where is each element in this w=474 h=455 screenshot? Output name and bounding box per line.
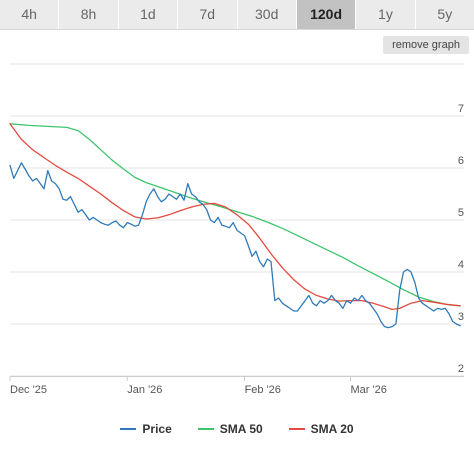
y-tick-label: 6	[458, 155, 464, 167]
range-button-1y[interactable]: 1y	[356, 0, 416, 29]
legend-item-sma-20[interactable]: SMA 20	[288, 420, 354, 438]
legend-label: SMA 50	[219, 422, 263, 436]
y-tick-label: 7	[458, 103, 464, 115]
range-button-4h[interactable]: 4h	[0, 0, 60, 29]
range-button-8h[interactable]: 8h	[59, 0, 119, 29]
x-tick-label: Jan '26	[127, 384, 162, 396]
series-line-price	[9, 162, 461, 329]
chart-grid	[10, 63, 464, 377]
range-button-1d[interactable]: 1d	[119, 0, 179, 29]
series-line-sma-50	[9, 123, 461, 307]
range-selector: 4h 8h 1d 7d 30d 120d 1y 5y	[0, 0, 474, 30]
chart-axis: 2 3 4 5 6 7 Dec '25 Jan '26 Feb '26 Mar '26	[9, 103, 464, 396]
legend-item-price[interactable]: Price	[120, 420, 172, 438]
y-tick-label: 2	[458, 363, 464, 375]
legend-label: SMA 20	[310, 422, 354, 436]
range-button-30d[interactable]: 30d	[238, 0, 297, 29]
chart-series	[9, 123, 461, 329]
legend-item-sma-50[interactable]: SMA 50	[197, 420, 263, 438]
x-tick-label: Dec '25	[10, 384, 47, 396]
y-tick-label: 4	[458, 259, 464, 271]
remove-graph-button[interactable]: remove graph	[383, 36, 469, 54]
range-button-120d[interactable]: 120d	[296, 0, 357, 29]
price-chart: 2 3 4 5 6 7 Dec '25 Jan '26 Feb '26 Mar '26	[9, 63, 464, 396]
legend-swatch	[120, 428, 137, 430]
range-button-7d[interactable]: 7d	[178, 0, 238, 29]
x-tick-label: Feb '26	[245, 384, 281, 396]
chart-legend: Price SMA 50 SMA 20	[0, 420, 474, 438]
legend-swatch	[197, 428, 214, 430]
x-tick-label: Mar '26	[351, 384, 387, 396]
legend-label: Price	[142, 422, 172, 436]
series-line-sma-20	[9, 123, 461, 311]
range-button-5y[interactable]: 5y	[437, 6, 453, 22]
y-tick-label: 3	[458, 311, 464, 323]
legend-swatch	[288, 428, 305, 430]
y-tick-label: 5	[458, 207, 464, 219]
